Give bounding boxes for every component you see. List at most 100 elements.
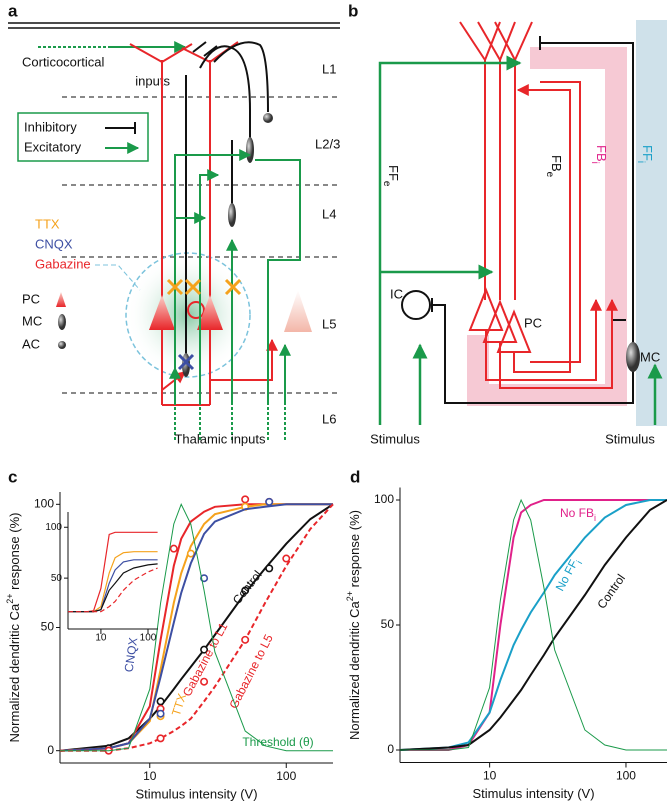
layer-label: L4 [322,206,336,221]
cell-label: PC [524,315,542,330]
series-line [59,503,333,752]
stimulus-label: Stimulus [370,431,420,446]
pathway-sub: i [635,161,646,163]
y-axis-label-rest: response (%) [7,513,22,594]
data-point [265,564,274,573]
series-name: CNQX [122,637,141,673]
pathway-text: FF [386,165,401,181]
series-name: Control [594,572,628,612]
pathway-label: FBi [589,145,609,164]
series-label: Threshold (θ) [242,735,313,749]
pathway-sub: i [589,162,600,164]
cell-label: IC [390,286,403,301]
panel-label: a [8,1,18,20]
input-label: inputs [135,73,170,88]
series-label: Control [230,568,265,607]
series-name: Control [230,568,265,607]
x-axis-label: Stimulus intensity (V) [472,786,594,801]
cell-label: MC [22,313,42,328]
x-tick-label: 10 [95,633,107,644]
pathway-label: FFi [635,145,655,163]
y-axis-label: Normalized dendritic Ca2+ response (%) [5,513,22,743]
series-name: Gabazine to L1 [180,620,231,699]
y-axis-label-sup: 2+ [345,591,355,601]
y-axis-label-sup: 2+ [5,593,15,603]
y-axis-label-text: Normalized dendritic Ca [7,603,22,742]
data-point [156,709,165,718]
series-line [399,499,667,751]
y-tick-label: 100 [45,522,62,533]
series-name: Gabazine to L5 [227,632,277,711]
legend-label: Inhibitory [24,119,77,134]
x-tick-label: 10 [483,769,497,783]
data-point [282,554,291,563]
y-tick-label: 50 [381,617,395,631]
input-label: Corticocortical [22,54,104,69]
series-label: Gabazine to L1 [180,620,231,699]
pathway-text: FF [640,145,655,161]
x-tick-label: 100 [616,769,636,783]
y-tick-label: 100 [34,496,54,510]
pathway-sub: e [381,181,392,187]
layer-label: L5 [322,316,336,331]
input-label: Thalamic inputs [174,431,266,446]
data-point [241,586,250,595]
series-line [59,503,333,752]
series-line [68,563,158,613]
panel-b: b FFe FBe FBi FFi IC [348,1,667,446]
panel-label: c [8,467,17,486]
series-line [60,503,333,752]
data-point [200,677,209,686]
data-point [200,574,209,583]
series-label: Control [594,572,628,612]
cell-label: AC [22,336,40,351]
panel-label: d [350,467,360,486]
data-point [169,544,178,553]
series-name: No FB [560,506,594,520]
pathway-text: FB [549,155,564,172]
data-point [156,734,165,743]
data-point [241,635,250,644]
cell-label: MC [640,349,660,364]
layer-label: L6 [322,411,336,426]
series-line [400,498,667,751]
y-axis-label-rest: response (%) [347,510,362,591]
series-name-sub: i [575,559,585,565]
series-name: Threshold (θ) [242,735,313,749]
data-point [186,549,195,558]
series-label: No FBi [560,506,596,523]
series-label: TTX [169,692,189,718]
layer-label: L2/3 [315,136,340,151]
x-axis-label: Stimulus intensity (V) [135,786,257,801]
y-tick-label: 50 [51,573,63,584]
series-label: No FFi [553,556,585,595]
series-line [68,531,158,613]
series-line [399,499,667,751]
drug-label: TTX [35,216,60,231]
x-tick-label: 10 [143,769,157,783]
series-line [59,503,334,752]
pathway-label: FFe [381,165,401,187]
cell-label: PC [22,291,40,306]
series-name: TTX [169,692,189,718]
panel-label: b [348,1,358,20]
y-tick-label: 0 [47,743,54,757]
x-tick-label: 100 [140,633,157,644]
pathway-text: FB [594,145,609,162]
data-point [156,697,165,706]
series-line [68,551,158,613]
series-label: Gabazine to L5 [227,632,277,711]
pathway-label: FBe [544,155,564,178]
legend-label: Excitatory [24,139,82,154]
x-tick-label: 100 [276,769,296,783]
layer-label: L1 [322,61,336,76]
drug-label: CNQX [35,236,73,251]
y-tick-label: 0 [387,742,394,756]
data-point [265,497,274,506]
series-label: CNQX [122,637,141,673]
stimulus-label: Stimulus [605,431,655,446]
y-tick-label: 50 [41,620,55,634]
series-line [59,503,333,752]
